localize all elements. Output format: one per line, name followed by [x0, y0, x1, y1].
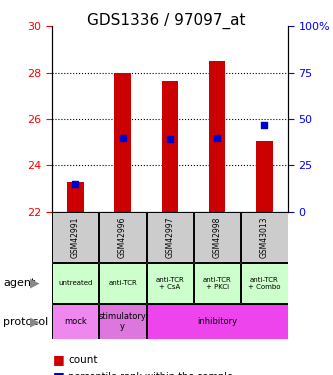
- Text: GSM42996: GSM42996: [118, 216, 127, 258]
- Text: anti-TCR
+ Combo: anti-TCR + Combo: [248, 277, 281, 290]
- Text: percentile rank within the sample: percentile rank within the sample: [68, 372, 233, 375]
- Point: [73, 181, 78, 187]
- Text: GDS1336 / 97097_at: GDS1336 / 97097_at: [87, 13, 246, 29]
- Bar: [241, 263, 288, 303]
- Text: GSM43013: GSM43013: [260, 216, 269, 258]
- Text: anti-TCR
+ PKCi: anti-TCR + PKCi: [203, 277, 231, 290]
- Point: [214, 135, 220, 141]
- Text: ■: ■: [53, 370, 65, 375]
- Bar: [52, 263, 99, 303]
- Bar: [241, 212, 288, 262]
- Text: inhibitory: inhibitory: [197, 317, 237, 326]
- Text: untreated: untreated: [58, 280, 93, 286]
- Bar: [147, 263, 193, 303]
- Bar: [194, 212, 240, 262]
- Point: [262, 122, 267, 128]
- Text: count: count: [68, 355, 98, 365]
- Bar: [52, 212, 99, 262]
- Bar: [114, 73, 131, 212]
- Text: mock: mock: [64, 317, 87, 326]
- Text: protocol: protocol: [3, 316, 49, 327]
- Point: [167, 136, 172, 142]
- Bar: [147, 212, 193, 262]
- Bar: [256, 141, 273, 212]
- Text: anti-TCR: anti-TCR: [108, 280, 137, 286]
- Point: [120, 135, 125, 141]
- Bar: [147, 304, 288, 339]
- Text: ■: ■: [53, 354, 65, 366]
- Text: ▶: ▶: [30, 277, 40, 290]
- Text: stimulatory
y: stimulatory y: [99, 312, 147, 331]
- Bar: [99, 212, 146, 262]
- Bar: [209, 61, 225, 212]
- Bar: [99, 304, 146, 339]
- Text: agent: agent: [3, 278, 36, 288]
- Bar: [162, 81, 178, 212]
- Bar: [52, 304, 99, 339]
- Bar: [67, 182, 84, 212]
- Text: GSM42991: GSM42991: [71, 216, 80, 258]
- Text: GSM42997: GSM42997: [165, 216, 174, 258]
- Bar: [99, 263, 146, 303]
- Bar: [194, 263, 240, 303]
- Text: anti-TCR
+ CsA: anti-TCR + CsA: [156, 277, 184, 290]
- Text: ▶: ▶: [30, 315, 40, 328]
- Text: GSM42998: GSM42998: [212, 216, 222, 258]
